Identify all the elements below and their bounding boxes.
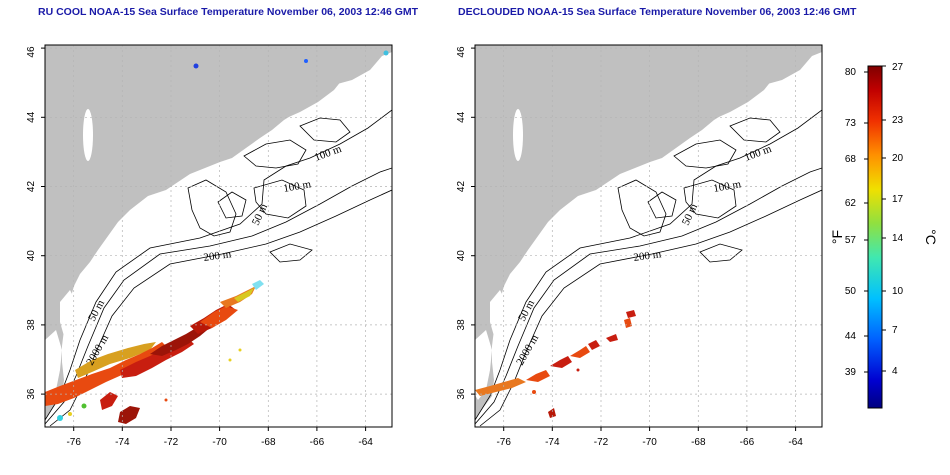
x-axis-ticks bbox=[73, 427, 367, 431]
x-tick-label: -76 bbox=[66, 437, 81, 448]
bay-chesapeake bbox=[475, 330, 492, 400]
y-tick-label: 40 bbox=[26, 250, 37, 262]
colorbar-c-label: 4 bbox=[892, 366, 898, 377]
map-frame bbox=[474, 44, 823, 428]
colorbar-gradient bbox=[867, 65, 883, 409]
x-tick-label: -76 bbox=[496, 437, 511, 448]
y-axis-ticks bbox=[471, 47, 475, 395]
y-tick-label: 36 bbox=[26, 388, 37, 400]
colorbar-c-label: 7 bbox=[892, 325, 898, 336]
x-tick-label: -64 bbox=[788, 437, 803, 448]
land-nova-scotia bbox=[688, 78, 772, 124]
y-tick-label: 40 bbox=[456, 250, 467, 262]
bay-delaware bbox=[490, 290, 506, 336]
y-tick-label: 42 bbox=[26, 181, 37, 193]
y-tick-label: 38 bbox=[456, 319, 467, 331]
lake bbox=[83, 109, 93, 161]
x-tick-label: -72 bbox=[594, 437, 609, 448]
contour-label: 100 m bbox=[282, 178, 312, 195]
colorbar-f-label: 50 bbox=[845, 286, 857, 297]
y-tick-label: 36 bbox=[456, 388, 467, 400]
colorbar-c-label: 17 bbox=[892, 194, 904, 205]
x-tick-label: -68 bbox=[261, 437, 276, 448]
x-tick-label: -66 bbox=[740, 437, 755, 448]
colorbar-f-label: 57 bbox=[845, 235, 857, 246]
graticule bbox=[45, 45, 392, 427]
sst-data bbox=[45, 50, 389, 424]
x-tick-label: -64 bbox=[358, 437, 373, 448]
x-tick-label: -74 bbox=[545, 437, 560, 448]
colorbar-ticks-f bbox=[864, 71, 868, 373]
colorbar-c-label: 27 bbox=[892, 62, 904, 73]
colorbar-c-label: 14 bbox=[892, 233, 904, 244]
temperature-colorbar: 80 73 68 62 57 50 44 39 27 23 20 17 14 1… bbox=[829, 62, 939, 409]
contour-label: 200 m bbox=[203, 248, 233, 264]
x-tick-label: -68 bbox=[691, 437, 706, 448]
x-tick-label: -70 bbox=[212, 437, 227, 448]
bathymetry-contours bbox=[45, 109, 392, 427]
graticule bbox=[475, 45, 822, 427]
x-tick-label: -66 bbox=[310, 437, 325, 448]
y-tick-label: 42 bbox=[456, 181, 467, 193]
colorbar-ticks-c bbox=[882, 65, 886, 372]
colorbar-f-label: 62 bbox=[845, 198, 857, 209]
right-sst-map: 100 m 100 m 50 m 200 m 50 m 2000 m -76 -… bbox=[456, 44, 823, 448]
x-axis-ticks bbox=[503, 427, 797, 431]
contour-label: 200 m bbox=[633, 248, 663, 264]
unit-celsius: °C bbox=[923, 229, 939, 245]
colorbar-f-label: 44 bbox=[845, 331, 857, 342]
colorbar-c-label: 10 bbox=[892, 286, 904, 297]
colorbar-c-label: 20 bbox=[892, 153, 904, 164]
land-mass bbox=[45, 45, 392, 420]
y-tick-label: 46 bbox=[26, 46, 37, 58]
y-tick-label: 46 bbox=[456, 46, 467, 58]
x-tick-label: -72 bbox=[164, 437, 179, 448]
sst-data bbox=[475, 310, 636, 418]
y-tick-label: 44 bbox=[26, 111, 37, 123]
colorbar-f-label: 39 bbox=[845, 367, 857, 378]
x-tick-label: -70 bbox=[642, 437, 657, 448]
bay-delaware bbox=[60, 290, 76, 336]
map-frame bbox=[44, 44, 393, 428]
colorbar-c-label: 23 bbox=[892, 115, 904, 126]
left-sst-map: 100 m 100 m 50 m 200 m 50 m 2000 m -76 -… bbox=[26, 44, 393, 448]
colorbar-f-label: 68 bbox=[845, 154, 857, 165]
land-nova-scotia bbox=[258, 78, 342, 124]
y-tick-label: 44 bbox=[456, 111, 467, 123]
lake bbox=[513, 109, 523, 161]
x-tick-label: -74 bbox=[115, 437, 130, 448]
unit-fahrenheit: °F bbox=[829, 230, 845, 244]
right-map-title: DECLOUDED NOAA-15 Sea Surface Temperatur… bbox=[458, 6, 857, 18]
left-map-title: RU COOL NOAA-15 Sea Surface Temperature … bbox=[38, 6, 419, 18]
contour-label: 100 m bbox=[712, 178, 742, 195]
bathymetry-contours bbox=[475, 109, 822, 427]
colorbar-f-label: 80 bbox=[845, 67, 857, 78]
land-mass bbox=[475, 45, 822, 420]
y-tick-label: 38 bbox=[26, 319, 37, 331]
y-axis-ticks bbox=[41, 47, 45, 395]
colorbar-f-label: 73 bbox=[845, 118, 857, 129]
bay-chesapeake bbox=[45, 330, 62, 400]
